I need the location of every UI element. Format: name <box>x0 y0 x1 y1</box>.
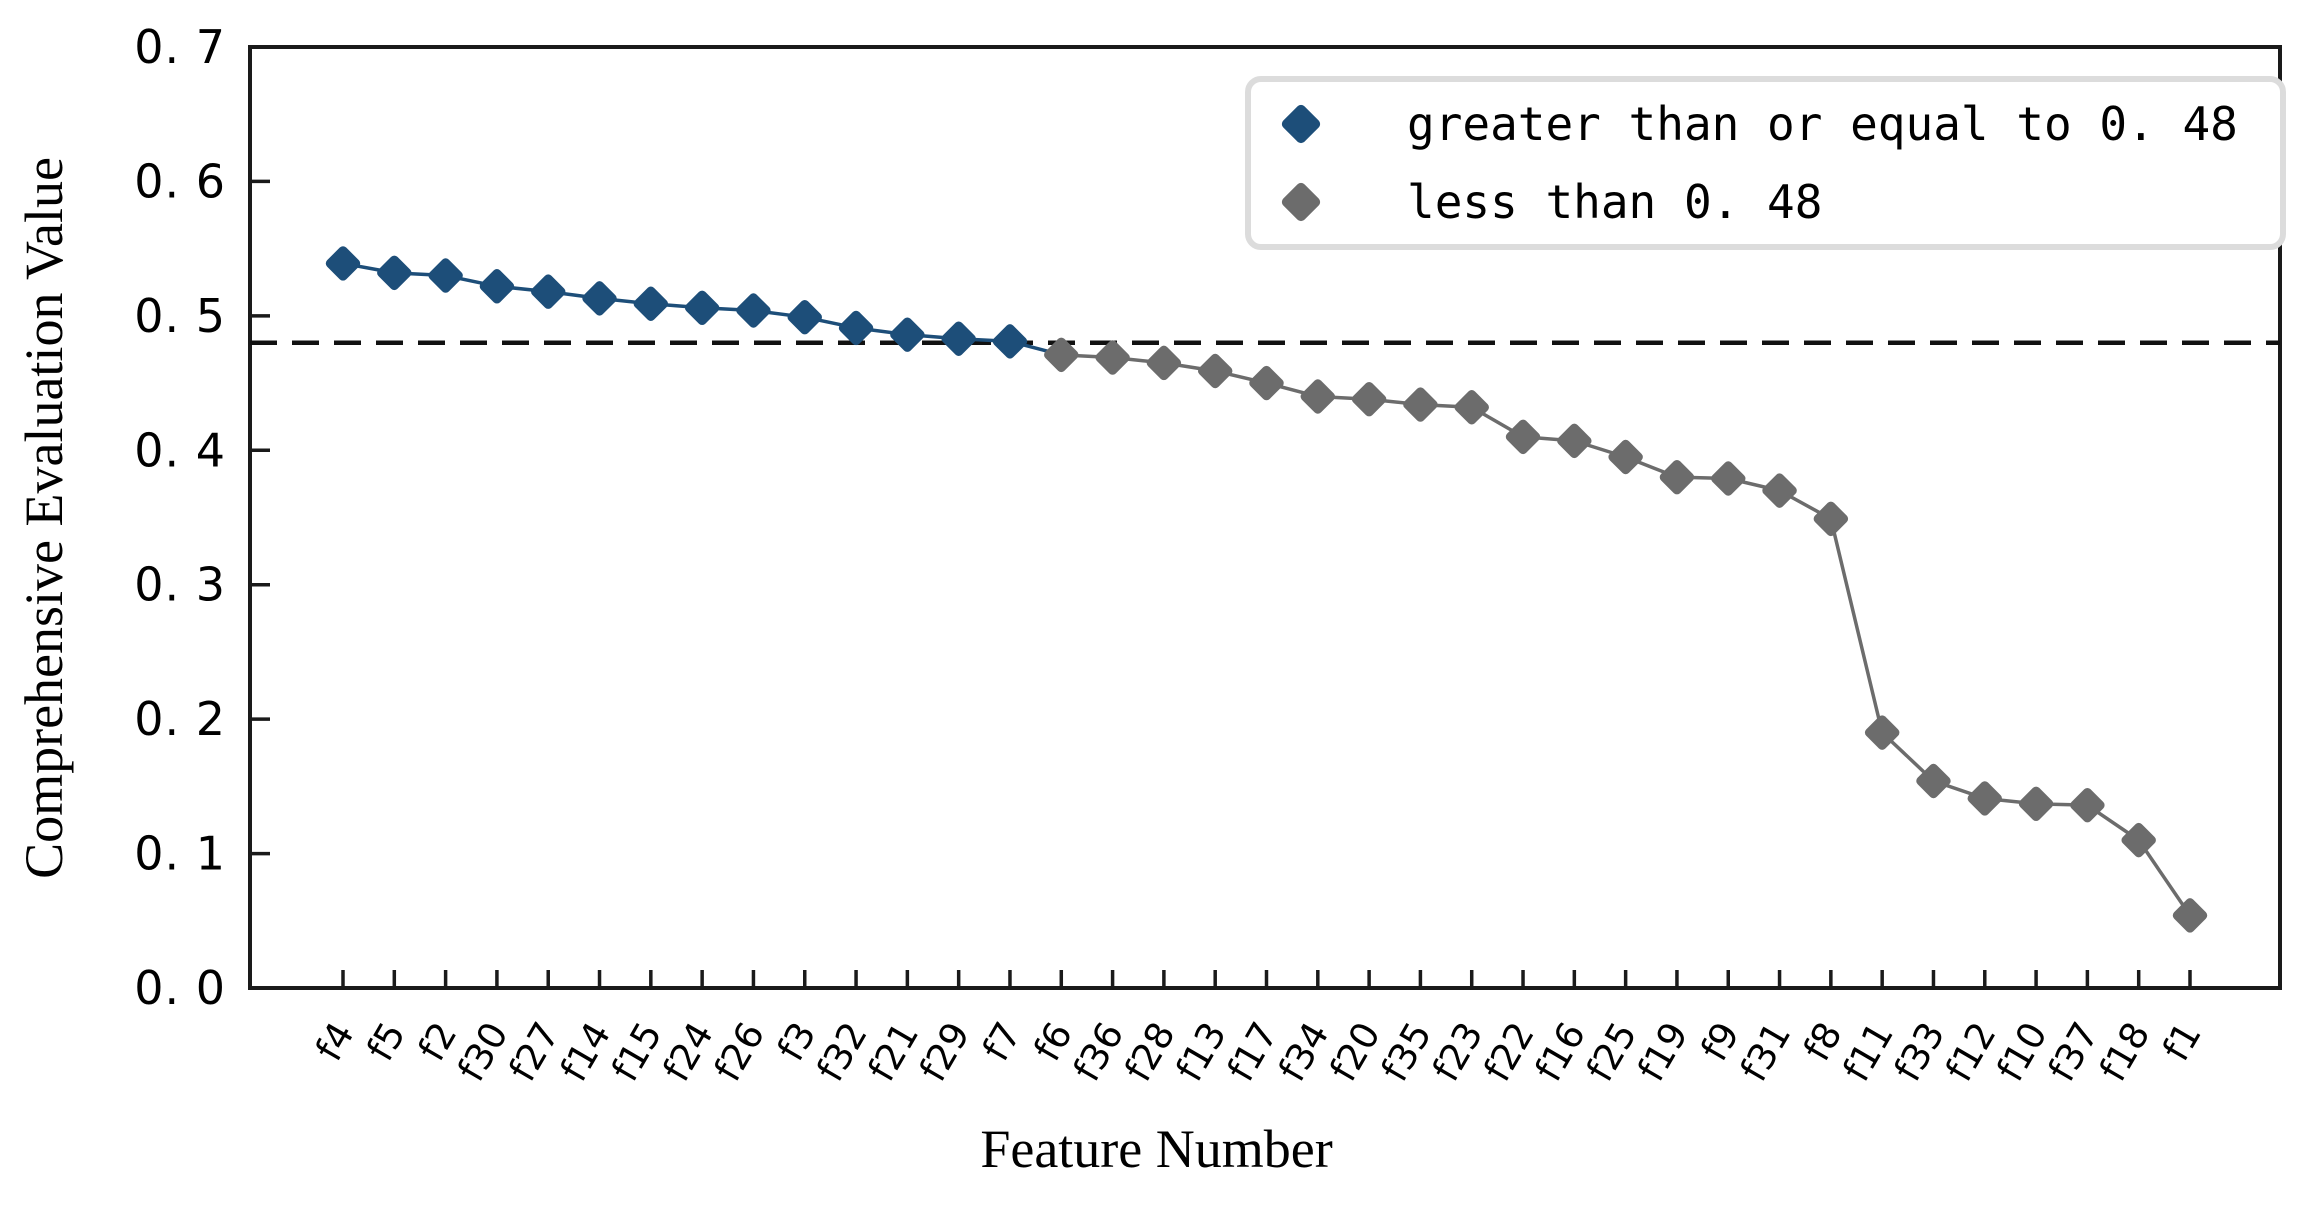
x-tick-label: f21 <box>860 1015 927 1089</box>
y-tick-label: 0. 0 <box>134 961 226 1015</box>
x-tick-label: f16 <box>1527 1015 1594 1089</box>
x-tick-label: f1 <box>2154 1015 2210 1068</box>
x-tick-label: f5 <box>359 1015 415 1068</box>
x-tick-label: f28 <box>1116 1015 1183 1089</box>
x-tick-label: f25 <box>1578 1015 1645 1089</box>
y-tick-label: 0. 6 <box>134 154 226 208</box>
data-point-marker <box>736 293 771 328</box>
x-tick-label: f27 <box>501 1015 568 1089</box>
data-point-marker <box>2070 787 2105 823</box>
gray-diamond-icon <box>1279 180 1323 224</box>
x-tick-label: f29 <box>911 1015 978 1089</box>
data-point-marker <box>2121 822 2156 858</box>
data-point-marker <box>1300 379 1336 414</box>
data-point-marker <box>1505 419 1541 455</box>
y-tick-label: 0. 5 <box>134 289 226 343</box>
data-point-marker <box>2172 898 2208 933</box>
legend-item-ge-threshold: greater than or equal to 0. 48 <box>1251 85 2280 163</box>
legend-item-lt-threshold: less than 0. 48 <box>1251 163 2280 241</box>
data-point-marker <box>2018 786 2054 822</box>
data-point-marker <box>479 269 515 304</box>
x-tick-label: f22 <box>1476 1015 1543 1089</box>
x-tick-label: f36 <box>1065 1015 1132 1089</box>
x-tick-label: f37 <box>2040 1015 2107 1089</box>
x-tick-label: f20 <box>1322 1015 1389 1089</box>
data-point-marker <box>1146 345 1182 381</box>
data-point-marker <box>1557 423 1592 459</box>
legend-label: less than 0. 48 <box>1407 175 1823 229</box>
x-axis-title: Feature Number <box>980 1119 1333 1179</box>
data-point-marker <box>1197 353 1233 389</box>
data-point-marker <box>838 310 874 346</box>
legend: greater than or equal to 0. 48 less than… <box>1245 76 2286 250</box>
data-point-marker <box>1044 337 1079 373</box>
data-point-marker <box>684 290 720 326</box>
x-tick-label: f17 <box>1219 1015 1286 1089</box>
data-point-marker <box>1813 501 1849 537</box>
x-tick-label: f34 <box>1270 1015 1337 1089</box>
legend-marker-box <box>1267 102 1335 146</box>
x-tick-label: f7 <box>974 1015 1030 1068</box>
data-point-marker <box>633 286 669 321</box>
data-point-marker <box>1762 473 1797 508</box>
x-tick-label: f19 <box>1629 1015 1696 1089</box>
legend-label: greater than or equal to 0. 48 <box>1407 97 2238 151</box>
x-tick-label: f30 <box>449 1015 516 1089</box>
x-tick-label: f4 <box>307 1015 363 1068</box>
x-tick-label: f18 <box>2091 1015 2158 1089</box>
data-point-marker <box>1095 340 1130 375</box>
data-point-marker <box>428 258 463 293</box>
data-point-marker <box>1351 381 1387 417</box>
data-point-marker <box>941 321 976 356</box>
data-point-marker <box>325 246 361 281</box>
x-tick-label: f13 <box>1168 1015 1235 1089</box>
data-point-marker <box>1249 365 1284 401</box>
data-point-marker <box>1864 715 1900 750</box>
y-tick-label: 0. 3 <box>134 558 226 612</box>
x-tick-label: f32 <box>809 1015 876 1089</box>
data-point-marker <box>1659 459 1695 495</box>
x-tick-label: f12 <box>1937 1015 2004 1089</box>
x-tick-label: f26 <box>706 1015 773 1089</box>
blue-diamond-icon <box>1279 102 1323 146</box>
x-tick-label: f24 <box>655 1015 722 1089</box>
y-axis-title: Comprehensive Evaluation Value <box>14 157 74 879</box>
data-point-marker <box>1454 390 1489 425</box>
data-point-marker <box>992 324 1028 359</box>
data-point-marker <box>1608 439 1643 475</box>
y-tick-label: 0. 2 <box>134 692 226 746</box>
x-tick-label: f15 <box>603 1015 670 1089</box>
data-point-marker <box>1403 387 1438 422</box>
x-tick-label: f23 <box>1424 1015 1491 1089</box>
x-tick-label: f33 <box>1886 1015 1953 1089</box>
data-point-marker <box>377 255 412 291</box>
data-point-marker <box>1711 461 1746 496</box>
series-line-lt-threshold <box>1061 353 2192 917</box>
data-point-marker <box>1916 763 1951 799</box>
x-tick-label: f35 <box>1373 1015 1440 1089</box>
x-tick-label: f11 <box>1835 1015 1902 1089</box>
y-tick-label: 0. 7 <box>134 20 226 74</box>
data-point-marker <box>530 274 566 309</box>
legend-marker-box <box>1267 180 1335 224</box>
y-tick-label: 0. 1 <box>134 827 226 881</box>
data-point-marker <box>582 281 617 316</box>
data-point-marker <box>890 317 925 352</box>
x-tick-label: f31 <box>1732 1015 1799 1089</box>
y-tick-label: 0. 4 <box>134 423 226 477</box>
x-tick-label: f10 <box>1989 1015 2056 1089</box>
data-point-marker <box>1967 781 2003 816</box>
data-point-marker <box>787 299 822 335</box>
x-tick-label: f14 <box>552 1015 619 1089</box>
